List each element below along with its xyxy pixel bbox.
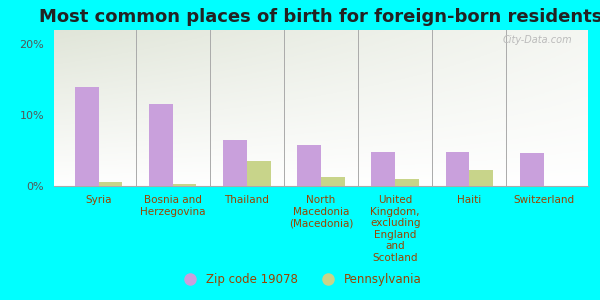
Bar (520, 153, 544, 186)
Bar (75, 87, 98, 186)
Title: Most common places of birth for foreign-born residents: Most common places of birth for foreign-… (40, 8, 600, 26)
Bar (297, 145, 321, 186)
Bar (469, 170, 493, 186)
Bar (395, 179, 419, 186)
Bar (247, 161, 271, 186)
Bar (149, 104, 173, 186)
Bar (321, 178, 345, 186)
Bar (98, 182, 122, 186)
Bar (371, 152, 395, 186)
Bar (173, 184, 196, 186)
Bar (223, 140, 247, 186)
Legend: Zip code 19078, Pennsylvania: Zip code 19078, Pennsylvania (173, 269, 427, 291)
Text: City-Data.com: City-Data.com (502, 35, 572, 45)
Bar (446, 152, 469, 186)
